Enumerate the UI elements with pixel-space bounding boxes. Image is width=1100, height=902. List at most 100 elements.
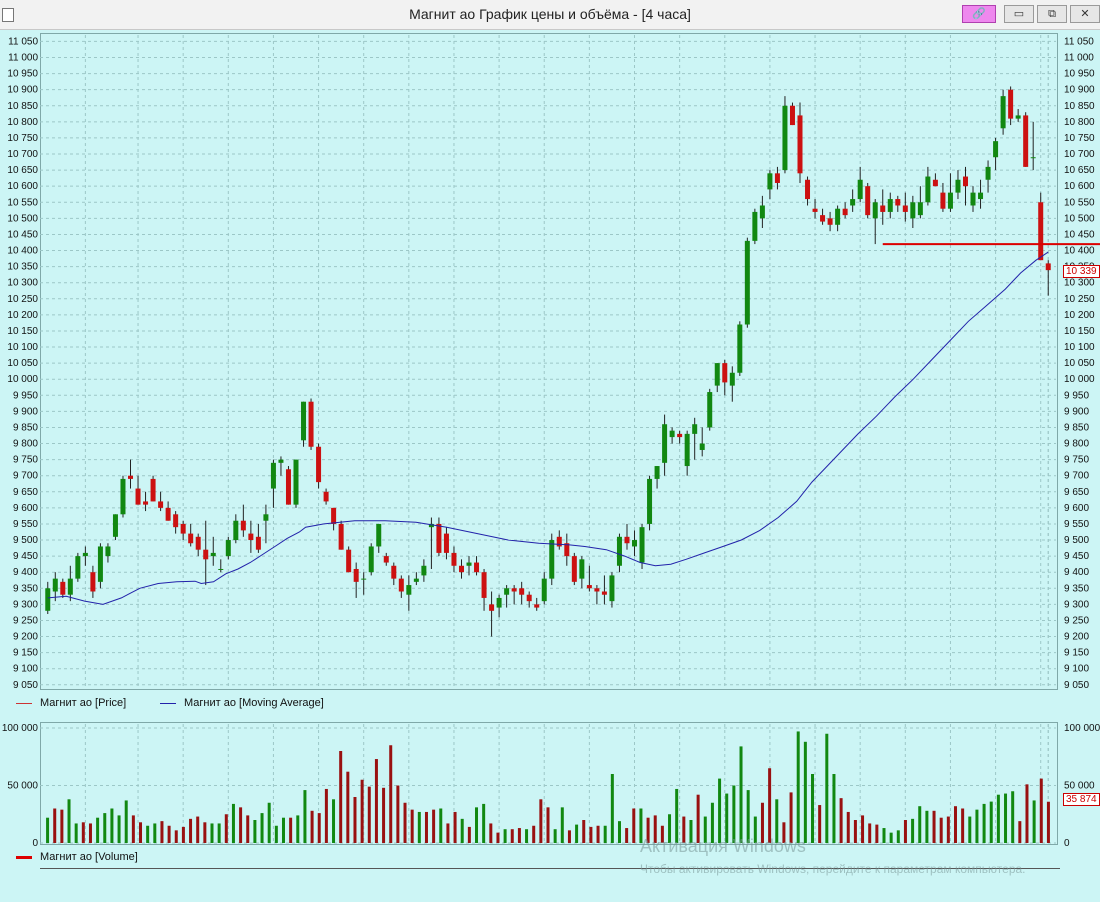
candle-body bbox=[1000, 96, 1006, 129]
candle-body bbox=[519, 588, 525, 595]
price-tick-left: 9 200 bbox=[13, 632, 38, 643]
candle-body bbox=[865, 186, 871, 216]
volume-bar bbox=[996, 794, 1000, 843]
price-tick-left: 10 500 bbox=[7, 213, 38, 224]
candle-body bbox=[270, 462, 276, 489]
volume-bar bbox=[889, 832, 893, 843]
candle-body bbox=[301, 401, 307, 441]
price-tick-right: 9 250 bbox=[1064, 615, 1089, 626]
price-tick-right: 9 100 bbox=[1064, 664, 1089, 675]
price-tick-right: 9 600 bbox=[1064, 503, 1089, 514]
candle-body bbox=[105, 546, 111, 557]
volume-bar bbox=[396, 785, 400, 843]
price-tick-right: 10 400 bbox=[1064, 246, 1095, 257]
candle-body bbox=[970, 192, 976, 206]
candle-body bbox=[52, 578, 58, 592]
price-tick-right: 10 600 bbox=[1064, 181, 1095, 192]
candle-body bbox=[421, 565, 427, 576]
volume-bar bbox=[103, 813, 107, 843]
price-tick-left: 9 500 bbox=[13, 535, 38, 546]
price-tick-right: 10 300 bbox=[1064, 278, 1095, 289]
candle-body bbox=[458, 565, 464, 573]
volume-bar bbox=[517, 828, 521, 843]
candle-body bbox=[308, 401, 314, 447]
price-tick-right: 10 000 bbox=[1064, 374, 1095, 385]
candle-body bbox=[887, 199, 893, 212]
volume-bar bbox=[346, 771, 350, 843]
candle-body bbox=[601, 591, 607, 595]
volume-bar bbox=[560, 807, 564, 843]
volume-bar bbox=[482, 803, 486, 843]
volume-bar bbox=[803, 741, 807, 843]
minimize-button[interactable]: ▭ bbox=[1004, 5, 1034, 23]
candle-body bbox=[699, 443, 705, 450]
candle-body bbox=[361, 578, 367, 580]
candle-body bbox=[195, 536, 201, 550]
candle-body bbox=[428, 523, 434, 528]
candle-body bbox=[774, 173, 780, 183]
volume-bar bbox=[782, 822, 786, 843]
candle-body bbox=[165, 507, 171, 521]
volume-bar bbox=[589, 826, 593, 843]
volume-bar bbox=[432, 809, 436, 843]
volume-bar bbox=[417, 811, 421, 843]
app-icon[interactable] bbox=[2, 8, 14, 22]
price-tick-left: 9 150 bbox=[13, 648, 38, 659]
x-axis bbox=[40, 868, 1060, 902]
price-tick-left: 10 450 bbox=[7, 229, 38, 240]
candle-body bbox=[932, 179, 938, 187]
price-tick-left: 10 300 bbox=[7, 278, 38, 289]
candle-body bbox=[474, 562, 480, 573]
volume-bar bbox=[639, 808, 643, 843]
price-tick-right: 10 250 bbox=[1064, 294, 1095, 305]
volume-bar bbox=[818, 805, 822, 843]
volume-bar bbox=[260, 813, 264, 843]
volume-bar bbox=[796, 731, 800, 843]
candle-body bbox=[120, 478, 126, 515]
price-tick-right: 9 700 bbox=[1064, 471, 1089, 482]
price-tick-right: 9 500 bbox=[1064, 535, 1089, 546]
price-tick-left: 9 400 bbox=[13, 567, 38, 578]
price-tick-left: 10 650 bbox=[7, 165, 38, 176]
link-button[interactable]: 🔗 bbox=[962, 5, 996, 23]
candle-body bbox=[917, 202, 923, 216]
volume-tick-right: 0 bbox=[1064, 838, 1070, 849]
volume-bar bbox=[74, 823, 78, 843]
ma-legend-item: Магнит ао [Moving Average] bbox=[160, 697, 324, 709]
volume-bar bbox=[896, 830, 900, 843]
price-tick-right: 10 900 bbox=[1064, 85, 1095, 96]
activation-watermark-detail: Чтобы активировать Windows, перейдите к … bbox=[640, 862, 1026, 876]
price-tick-right: 9 300 bbox=[1064, 599, 1089, 610]
volume-bar bbox=[1004, 793, 1008, 843]
candle-body bbox=[90, 572, 96, 592]
volume-bar bbox=[1046, 801, 1050, 843]
volume-bar bbox=[968, 816, 972, 843]
volume-bar bbox=[146, 825, 150, 843]
candle-body bbox=[353, 568, 359, 582]
candle-body bbox=[609, 575, 615, 602]
price-tick-left: 10 600 bbox=[7, 181, 38, 192]
volume-bar bbox=[424, 811, 428, 843]
volume-bar bbox=[882, 828, 886, 843]
price-legend-label: Магнит ао [Price] bbox=[40, 697, 127, 709]
volume-bar bbox=[353, 797, 357, 843]
volume-bar bbox=[81, 822, 85, 843]
volume-bar bbox=[189, 818, 193, 843]
candle-body bbox=[180, 523, 186, 534]
volume-bar bbox=[410, 809, 414, 843]
volume-bar bbox=[617, 821, 621, 843]
candle-body bbox=[188, 533, 194, 544]
price-tick-left: 9 600 bbox=[13, 503, 38, 514]
volume-bar bbox=[811, 774, 815, 843]
price-tick-left: 10 800 bbox=[7, 117, 38, 128]
candle-body bbox=[398, 578, 404, 592]
price-chart-area[interactable] bbox=[40, 33, 1058, 690]
restore-button[interactable]: ⧉ bbox=[1037, 5, 1067, 23]
volume-bar bbox=[267, 802, 271, 843]
candle-body bbox=[895, 199, 901, 206]
price-tick-left: 9 250 bbox=[13, 615, 38, 626]
volume-bar bbox=[939, 817, 943, 843]
volume-bar bbox=[696, 794, 700, 843]
price-tick-right: 10 050 bbox=[1064, 358, 1095, 369]
volume-bar bbox=[289, 817, 293, 843]
